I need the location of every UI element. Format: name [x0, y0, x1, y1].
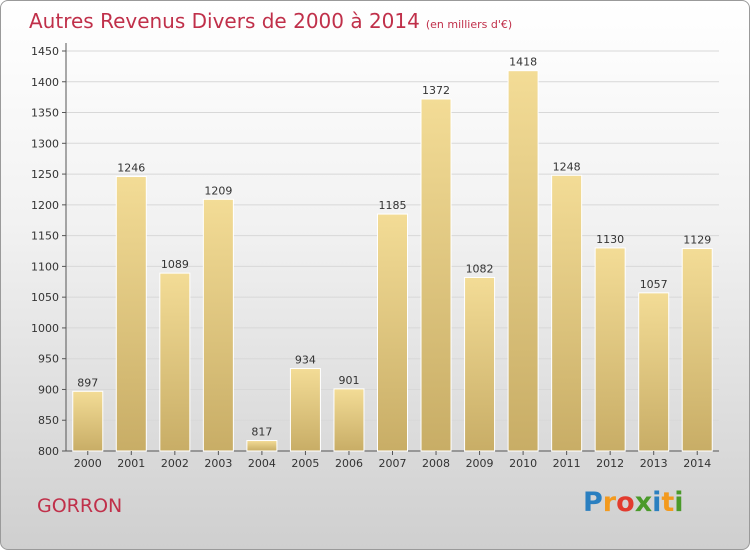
bar	[464, 276, 496, 452]
x-tick-label: 2009	[466, 457, 494, 470]
x-tick-label: 2008	[422, 457, 450, 470]
title-text: Autres Revenus Divers de 2000 à 2014	[29, 9, 420, 33]
y-tick-label: 1250	[31, 168, 59, 181]
bar-value-label: 1248	[553, 160, 581, 173]
y-tick-label: 1200	[31, 199, 59, 212]
bar	[507, 70, 539, 452]
y-tick-label: 850	[38, 414, 59, 427]
y-tick-label: 1350	[31, 107, 59, 120]
x-tick-label: 2007	[379, 457, 407, 470]
bar-value-label: 1185	[379, 199, 407, 212]
chart-title: Autres Revenus Divers de 2000 à 2014 (en …	[29, 9, 512, 33]
bar-value-label: 1089	[161, 258, 189, 271]
bar	[681, 248, 713, 452]
x-tick-label: 2002	[161, 457, 189, 470]
y-tick-label: 1100	[31, 260, 59, 273]
x-tick-label: 2010	[509, 457, 537, 470]
x-tick-label: 2012	[596, 457, 624, 470]
bar-value-label: 1418	[509, 56, 537, 69]
town-name: GORRON	[37, 495, 123, 517]
x-tick-label: 2011	[553, 457, 581, 470]
y-tick-label: 950	[38, 353, 59, 366]
bar	[594, 247, 626, 452]
bar-value-label: 1209	[204, 184, 232, 197]
bar-value-label: 897	[77, 376, 98, 389]
bar-value-label: 1372	[422, 84, 450, 97]
bar	[246, 440, 278, 452]
logo-letter: o	[616, 487, 635, 518]
logo-letter: x	[634, 487, 653, 518]
bar-value-label: 817	[251, 426, 272, 439]
bar-value-label: 934	[295, 354, 316, 367]
x-tick-label: 2005	[291, 457, 319, 470]
logo-letter: P	[583, 487, 603, 518]
bar	[333, 388, 365, 452]
bar	[420, 98, 452, 452]
logo-letter: t	[661, 487, 675, 518]
y-tick-label: 1150	[31, 230, 59, 243]
x-tick-label: 2000	[74, 457, 102, 470]
title-unit: (en milliers d'€)	[425, 18, 513, 31]
x-tick-label: 2001	[117, 457, 145, 470]
bar	[551, 174, 583, 452]
bar	[289, 368, 321, 452]
bar	[377, 213, 408, 452]
bar-value-label: 1082	[466, 262, 494, 275]
x-tick-label: 2006	[335, 457, 363, 470]
logo-letter: i	[652, 487, 662, 518]
logo-letter: r	[602, 487, 617, 518]
bar-value-label: 1130	[596, 233, 624, 246]
bar	[638, 292, 670, 452]
bar-value-label: 1246	[117, 162, 145, 175]
y-tick-label: 900	[38, 383, 59, 396]
bar-value-label: 1057	[640, 278, 668, 291]
y-tick-label: 1400	[31, 76, 59, 89]
y-tick-label: 800	[38, 445, 59, 458]
proxiti-logo[interactable]: Proxiti	[583, 487, 684, 518]
bar	[115, 176, 147, 452]
y-tick-label: 1450	[31, 45, 59, 58]
y-tick-label: 1300	[31, 137, 59, 150]
y-tick-label: 1050	[31, 291, 59, 304]
logo-letter: i	[674, 487, 684, 518]
x-tick-label: 2004	[248, 457, 276, 470]
x-tick-label: 2013	[640, 457, 668, 470]
x-tick-label: 2003	[204, 457, 232, 470]
bar-value-label: 1129	[683, 234, 711, 247]
y-tick-label: 1000	[31, 322, 59, 335]
bar	[202, 198, 234, 452]
bar	[159, 272, 191, 452]
bar-value-label: 901	[338, 374, 359, 387]
bar	[72, 390, 104, 452]
x-tick-label: 2014	[683, 457, 711, 470]
